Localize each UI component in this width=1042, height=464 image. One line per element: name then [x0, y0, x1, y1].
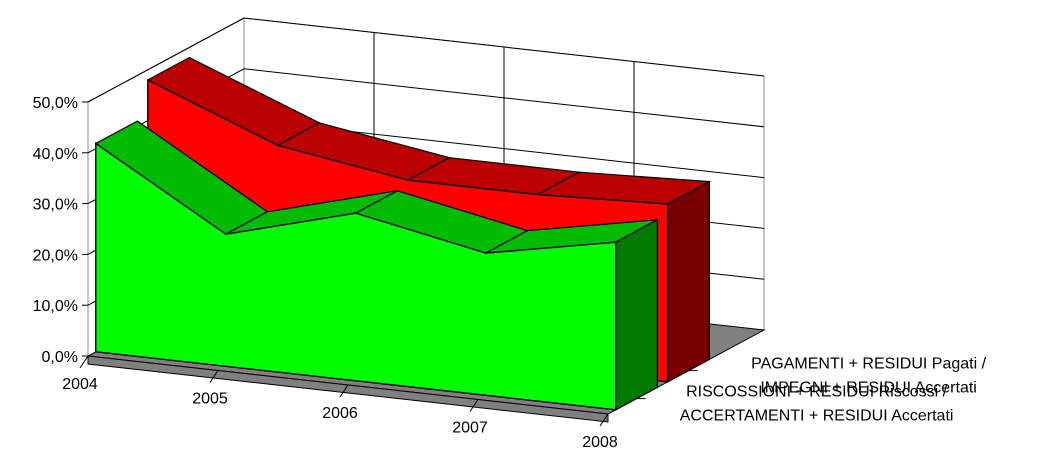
- y-tick-label: 0,0%: [42, 349, 78, 366]
- x-tick-mark: [599, 413, 609, 427]
- y-tick-label: 30,0%: [33, 197, 78, 214]
- y-tick-label: 20,0%: [33, 247, 78, 264]
- area-front-face: [95, 142, 617, 411]
- area-side: [667, 180, 711, 383]
- y-tick-label: 50,0%: [33, 95, 78, 112]
- area-side: [615, 218, 659, 411]
- series-label-1: RISCOSSIONI + RESIDUI Riscossi / ACCERTAM…: [636, 384, 954, 425]
- x-tick-mark: [79, 355, 89, 369]
- floor-front-edge: [87, 355, 609, 423]
- x-tick-label: 2008: [582, 434, 618, 451]
- series-1: [94, 120, 659, 411]
- x-tick-label: 2004: [62, 376, 98, 393]
- series-label-line: ACCERTAMENTI + RESIDUI Accertati: [680, 408, 954, 425]
- x-axis-ticks: 2004 2005 2006 2007 2008: [62, 355, 618, 451]
- x-tick-mark: [209, 370, 219, 383]
- series-label-line: PAGAMENTI + RESIDUI Pagati /: [751, 356, 986, 373]
- x-tick-label: 2007: [452, 420, 488, 437]
- y-axis-ticks: 0,0% 10,0% 20,0% 30,0% 40,0% 50,0%: [33, 95, 88, 366]
- series-label-line: RISCOSSIONI + RESIDUI Riscossi /: [686, 384, 947, 401]
- x-tick-mark: [469, 399, 479, 412]
- x-tick-label: 2005: [192, 391, 228, 408]
- series-label-2: PAGAMENTI + RESIDUI Pagati / IMPEGNI + RE…: [688, 356, 987, 397]
- gridline: [87, 17, 765, 103]
- series-layer: [94, 56, 712, 411]
- series-labels: RISCOSSIONI + RESIDUI Riscossi / ACCERTAM…: [636, 356, 987, 425]
- x-tick-label: 2006: [322, 405, 358, 422]
- y-tick-label: 40,0%: [33, 146, 78, 163]
- x-tick-mark: [339, 384, 349, 398]
- series-label-line: IMPEGNI + RESIDUI Accertati: [760, 380, 977, 397]
- y-tick-label: 10,0%: [33, 298, 78, 315]
